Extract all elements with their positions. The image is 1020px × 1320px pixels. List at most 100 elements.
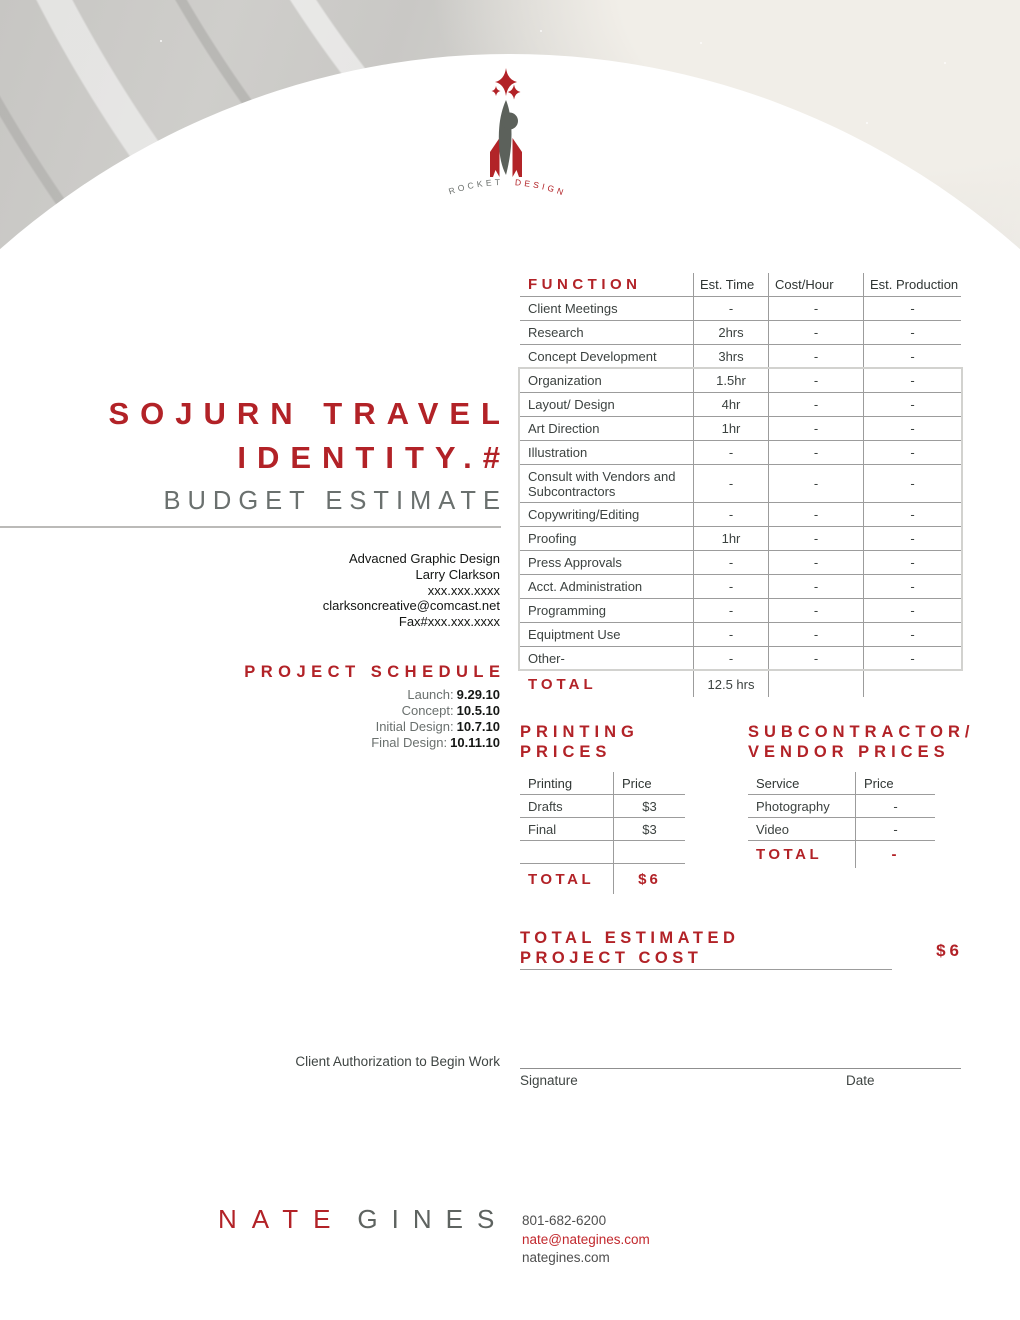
schedule-item-label: Initial Design:: [375, 719, 454, 734]
cell-cost-hour: -: [768, 441, 863, 464]
cell-est-time: -: [693, 297, 768, 320]
column-header-function: FUNCTION: [528, 276, 642, 293]
schedule-item-value: 9.29.10: [456, 687, 500, 702]
column-header-est-production: Est. Production: [863, 273, 961, 296]
table-row: Organization 1.5hr - -: [520, 369, 961, 393]
printing-heading: PRINTING PRICES: [520, 722, 639, 762]
schedule-item-label: Launch:: [407, 687, 454, 702]
preparer-line: Fax#xxx.xxx.xxxx: [398, 614, 500, 630]
total-est-time: 12.5 hrs: [693, 671, 768, 697]
project-cost-heading-line1: TOTAL ESTIMATED: [520, 929, 740, 947]
cell-cost-hour: -: [768, 575, 863, 598]
footer-phone: 801-682-6200: [522, 1213, 607, 1228]
function-table-body: Client Meetings - - - Research 2hrs - - …: [520, 297, 961, 671]
cell-cost-hour: -: [768, 465, 863, 502]
cell-est-time: 1hr: [693, 527, 768, 550]
cell-est-production: -: [863, 599, 961, 622]
function-table: FUNCTION Est. Time Cost/Hour Est. Produc…: [518, 273, 963, 697]
logo-arc-text: ROCKET DESIGN: [447, 177, 567, 198]
table-row: Layout/ Design 4hr - -: [520, 393, 961, 417]
vendor-table-body: Photography - Video -: [748, 795, 935, 841]
empty-row: [520, 841, 685, 864]
column-header-service: Service: [756, 775, 800, 791]
row-label: Illustration: [528, 445, 588, 460]
row-label: Copywriting/Editing: [528, 507, 640, 522]
cell-est-time: 4hr: [693, 393, 768, 416]
logo-word-rocket: ROCKET: [447, 177, 503, 197]
row-label: Research: [528, 325, 584, 340]
schedule-item: Concept: 10.5.10: [140, 703, 500, 719]
total-label: TOTAL: [756, 846, 823, 863]
printing-heading-line2: PRICES: [520, 743, 612, 761]
row-label: Consult with Vendors and Subcontractors: [528, 468, 676, 499]
cell-cost-hour: -: [768, 623, 863, 646]
vendor-table: Service Price Photography - Video - TOTA…: [748, 772, 935, 868]
row-label: Equiptment Use: [528, 627, 621, 642]
row-label: Acct. Administration: [528, 579, 643, 594]
table-row: Final $3: [520, 818, 685, 841]
date-label: Date: [846, 1073, 875, 1088]
cell-cost-hour: -: [768, 599, 863, 622]
row-label: Drafts: [528, 798, 563, 814]
table-row: Consult with Vendors and Subcontractors …: [520, 465, 961, 503]
cell-est-production: -: [863, 345, 961, 368]
footer-contact: 801-682-6200 nate@nategines.com nategine…: [522, 1212, 650, 1268]
cell-est-time: -: [693, 647, 768, 670]
vendor-heading: SUBCONTRACTOR/ VENDOR PRICES: [748, 722, 974, 762]
cell-est-time: -: [693, 465, 768, 502]
cell-est-production: -: [863, 417, 961, 440]
row-label: Concept Development: [528, 349, 657, 364]
schedule-item: Final Design: 10.11.10: [140, 735, 500, 751]
schedule-item: Initial Design: 10.7.10: [140, 719, 500, 735]
schedule-item: Launch: 9.29.10: [140, 687, 500, 703]
white-dome: [0, 54, 1020, 1320]
signature-line: [520, 1068, 961, 1069]
svg-text:ROCKET DESIGN: ROCKET DESIGN: [447, 177, 567, 198]
column-header-printing: Printing: [528, 775, 573, 791]
cell-est-production: -: [863, 369, 961, 392]
table-row: Concept Development 3hrs - -: [520, 345, 961, 369]
row-label: Client Meetings: [528, 301, 618, 316]
table-row: Research 2hrs - -: [520, 321, 961, 345]
cell-est-production: -: [863, 551, 961, 574]
signature-label: Signature: [520, 1073, 578, 1088]
cell-cost-hour: -: [768, 393, 863, 416]
preparer-info: Advacned Graphic Design Larry Clarkson x…: [140, 551, 500, 630]
vendor-heading-line1: SUBCONTRACTOR/: [748, 723, 975, 741]
table-row: Photography -: [748, 795, 935, 818]
sparkle-icon-small: [491, 86, 501, 96]
table-row: Press Approvals - - -: [520, 551, 961, 575]
total-label: TOTAL: [528, 870, 595, 888]
cell-est-time: -: [693, 575, 768, 598]
column-header-price: Price: [855, 772, 935, 794]
printing-table-body: Drafts $3 Final $3: [520, 795, 685, 841]
cell-est-production: -: [863, 393, 961, 416]
printing-heading-line1: PRINTING: [520, 723, 639, 741]
cell-est-time: 1.5hr: [693, 369, 768, 392]
row-label: Press Approvals: [528, 555, 622, 570]
cell-est-production: -: [863, 297, 961, 320]
table-row: Drafts $3: [520, 795, 685, 818]
cell-price: -: [855, 795, 935, 817]
column-header-est-time: Est. Time: [693, 273, 768, 296]
row-label: Art Direction: [528, 421, 600, 436]
column-header-cost-hour: Cost/Hour: [768, 273, 863, 296]
sparkle-icon-medium: [507, 84, 521, 100]
footer-email-link[interactable]: nate@nategines.com: [522, 1231, 650, 1247]
title-subtitle: BUDGET ESTIMATE: [163, 487, 507, 515]
project-cost-underline: [520, 969, 892, 970]
row-label: Layout/ Design: [528, 397, 615, 412]
schedule-item-value: 10.11.10: [450, 735, 500, 750]
total-price: -: [855, 841, 935, 868]
schedule-list: Launch: 9.29.10 Concept: 10.5.10 Initial D…: [140, 687, 500, 751]
row-label: Proofing: [528, 531, 577, 546]
rocket-icon: [490, 100, 522, 177]
total-est-production: [863, 671, 961, 697]
preparer-line: xxx.xxx.xxxx: [427, 582, 500, 598]
cell-est-time: 2hrs: [693, 321, 768, 344]
project-cost-heading-line2: PROJECT COST: [520, 949, 703, 967]
rocket-logo: [490, 68, 522, 177]
cell-cost-hour: -: [768, 647, 863, 670]
cell-cost-hour: -: [768, 527, 863, 550]
cell-price: $3: [613, 795, 685, 817]
